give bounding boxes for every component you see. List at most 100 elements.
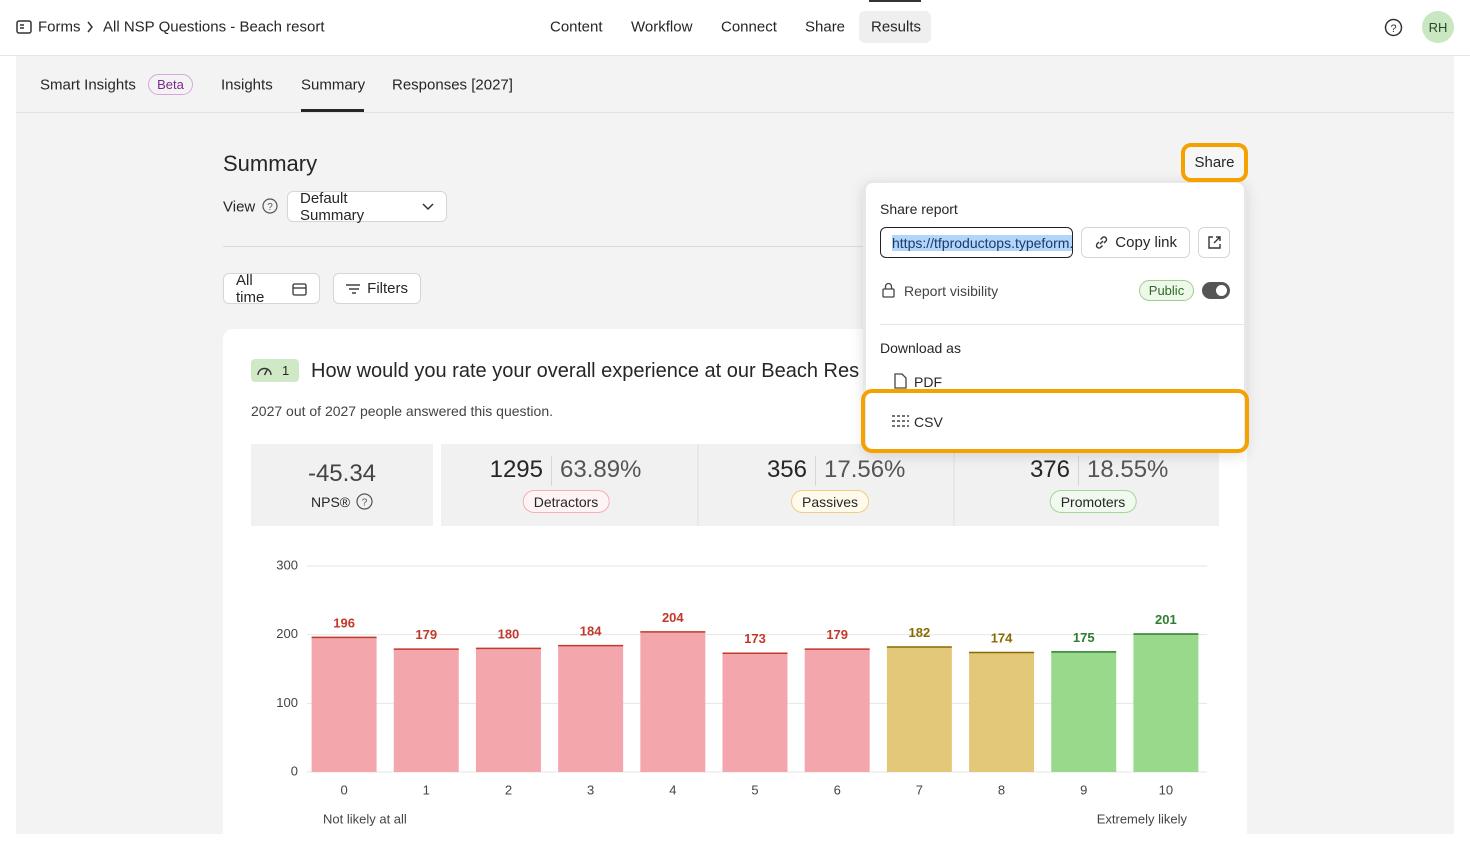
subtab-indicator [301, 109, 364, 112]
x-tick-label: 7 [916, 782, 923, 797]
svg-text:?: ? [1390, 23, 1396, 35]
svg-text:?: ? [362, 498, 368, 509]
group-percent: 17.56% [824, 456, 906, 483]
url-text: https://tfproductops.typeform.com [892, 234, 1072, 251]
open-link-button[interactable] [1198, 227, 1230, 258]
nav-tab-active[interactable]: Results [871, 18, 922, 36]
subtab-active[interactable]: Summary [301, 76, 366, 94]
copy-link-label: Copy link [1115, 234, 1177, 251]
value-label: 201 [1155, 612, 1177, 627]
subtab[interactable]: Insights [221, 76, 273, 94]
help-icon[interactable]: ? [1384, 18, 1403, 37]
popup-title: Share report [880, 201, 958, 217]
subtab-divider [16, 112, 1454, 113]
value-label: 179 [415, 627, 437, 642]
nps-icon [257, 367, 272, 376]
group-divider [551, 456, 552, 486]
x-tick-label: 2 [505, 782, 512, 797]
x-start-label: Not likely at all [323, 811, 407, 827]
x-tick-label: 3 [587, 782, 594, 797]
bar [475, 648, 541, 772]
nav-tab[interactable]: Share [805, 18, 846, 36]
filters-button[interactable]: Filters [333, 273, 421, 304]
bar [1051, 651, 1117, 772]
group-badge: Promoters [1049, 490, 1137, 513]
x-tick-label: 0 [340, 782, 347, 797]
calendar-icon [292, 282, 307, 296]
help-icon[interactable]: ? [356, 493, 373, 510]
answered-text: 2027 out of 2027 people answered this qu… [251, 403, 554, 419]
download-pdf[interactable]: PDF [914, 374, 942, 390]
nav-tab[interactable]: Content [550, 18, 603, 36]
value-label: 184 [580, 624, 602, 639]
group-separator [953, 444, 955, 526]
bar [886, 647, 952, 772]
view-label: View [223, 198, 256, 216]
lock-icon [882, 282, 895, 298]
nps-label: NPS® [311, 494, 351, 510]
view-value: Default Summary [300, 189, 365, 224]
date-filter[interactable]: All time [223, 272, 320, 306]
group-count: 356 [766, 456, 807, 483]
bar [393, 649, 459, 772]
toggle-knob [1216, 285, 1227, 296]
visibility-badge: Public [1139, 280, 1194, 301]
group-divider [815, 456, 816, 486]
avatar[interactable]: RH [1422, 11, 1454, 43]
value-label: 204 [662, 610, 684, 625]
csv-icon [892, 415, 909, 427]
copy-link-button[interactable]: Copy link [1081, 227, 1190, 258]
group-divider [1078, 456, 1079, 486]
y-tick-label: 100 [276, 695, 298, 710]
chevron-down [422, 202, 434, 210]
svg-text:?: ? [267, 202, 273, 213]
chevron [87, 21, 93, 33]
url-input[interactable]: https://tfproductops.typeform.com [880, 227, 1073, 258]
bar [1133, 633, 1199, 772]
value-label: 196 [333, 615, 355, 630]
subtab[interactable]: Responses [2027] [392, 76, 513, 94]
visibility-toggle[interactable] [1202, 282, 1230, 299]
y-tick-label: 200 [276, 626, 298, 641]
x-tick-label: 10 [1159, 782, 1173, 797]
help-icon[interactable]: ? [262, 198, 278, 214]
x-tick-label: 5 [751, 782, 758, 797]
nav-tab[interactable]: Workflow [631, 18, 693, 36]
bar [311, 637, 377, 772]
nav-tab[interactable]: Connect [721, 18, 777, 36]
pdf-icon [894, 373, 907, 389]
y-tick-label: 0 [291, 763, 298, 778]
group-count: 376 [1029, 456, 1070, 483]
visibility-label: Report visibility [904, 283, 999, 299]
subtab[interactable]: Smart Insights [40, 76, 136, 94]
download-label: Download as [880, 340, 961, 356]
csv-highlight [861, 389, 1249, 453]
bar [969, 652, 1035, 772]
breadcrumb-link[interactable]: Forms [38, 18, 81, 36]
active-tab-indicator [869, 0, 921, 2]
group-separator [697, 444, 699, 526]
filters-label: Filters [367, 280, 408, 297]
share-popup: Share report https://tfproductops.typefo… [863, 180, 1247, 452]
view-dropdown[interactable]: Default Summary [287, 189, 447, 224]
share-button[interactable]: Share [1181, 143, 1248, 182]
forms-icon [16, 20, 32, 34]
value-label: 179 [826, 627, 848, 642]
group-badge: Passives [790, 490, 870, 513]
top-bar: Forms All NSP Questions - Beach resort C… [0, 0, 1470, 56]
value-label: 175 [1073, 630, 1095, 645]
value-label: 182 [909, 625, 931, 640]
value-label: 173 [744, 631, 766, 646]
download-csv[interactable]: CSV [914, 414, 943, 430]
bar [640, 631, 706, 772]
active-tab-bg [859, 11, 931, 43]
nps-box [251, 444, 433, 526]
group-count: 1295 [489, 456, 543, 483]
x-tick-label: 6 [834, 782, 841, 797]
x-tick-label: 8 [998, 782, 1005, 797]
group-percent: 63.89% [560, 456, 642, 483]
y-tick-label: 300 [276, 557, 298, 572]
